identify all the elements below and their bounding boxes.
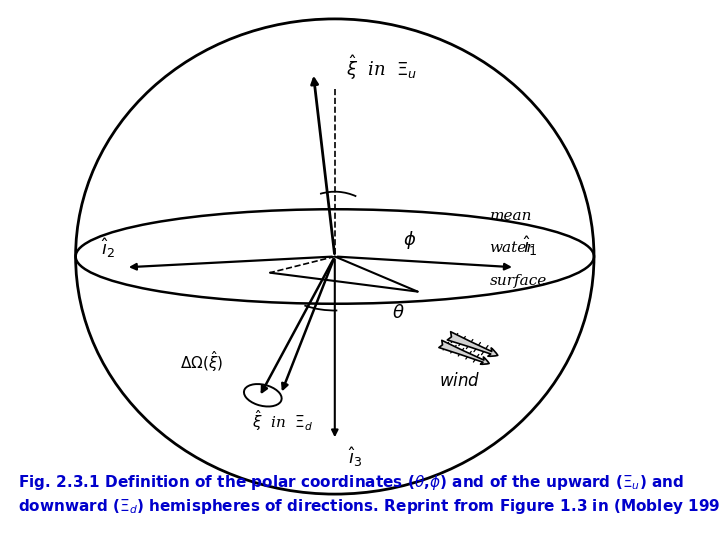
Text: $\hat{\imath}_2$: $\hat{\imath}_2$ [102, 237, 115, 260]
Text: mean: mean [490, 209, 532, 223]
Text: $\theta$: $\theta$ [392, 304, 405, 322]
Text: $wind$: $wind$ [439, 372, 480, 390]
Text: $\hat{\xi}$  in  $\Xi_d$: $\hat{\xi}$ in $\Xi_d$ [252, 408, 313, 433]
Text: water: water [490, 241, 534, 255]
Text: $\hat{\imath}_1$: $\hat{\imath}_1$ [523, 234, 538, 258]
Text: $\Delta\Omega(\hat{\xi})$: $\Delta\Omega(\hat{\xi})$ [180, 349, 223, 374]
Text: $\hat{\imath}_3$: $\hat{\imath}_3$ [348, 446, 362, 469]
Text: surface: surface [490, 274, 547, 288]
Text: Fig. 2.3.1 Definition of the polar coordinates ($\theta$,$\phi$) and of the upwa: Fig. 2.3.1 Definition of the polar coord… [18, 472, 684, 491]
Text: $\hat{\xi}$  in  $\Xi_u$: $\hat{\xi}$ in $\Xi_u$ [346, 53, 417, 82]
Text: $\phi$: $\phi$ [403, 230, 416, 251]
Text: downward ($\Xi_d$) hemispheres of directions. Reprint from Figure 1.3 in (Mobley: downward ($\Xi_d$) hemispheres of direct… [18, 497, 720, 516]
